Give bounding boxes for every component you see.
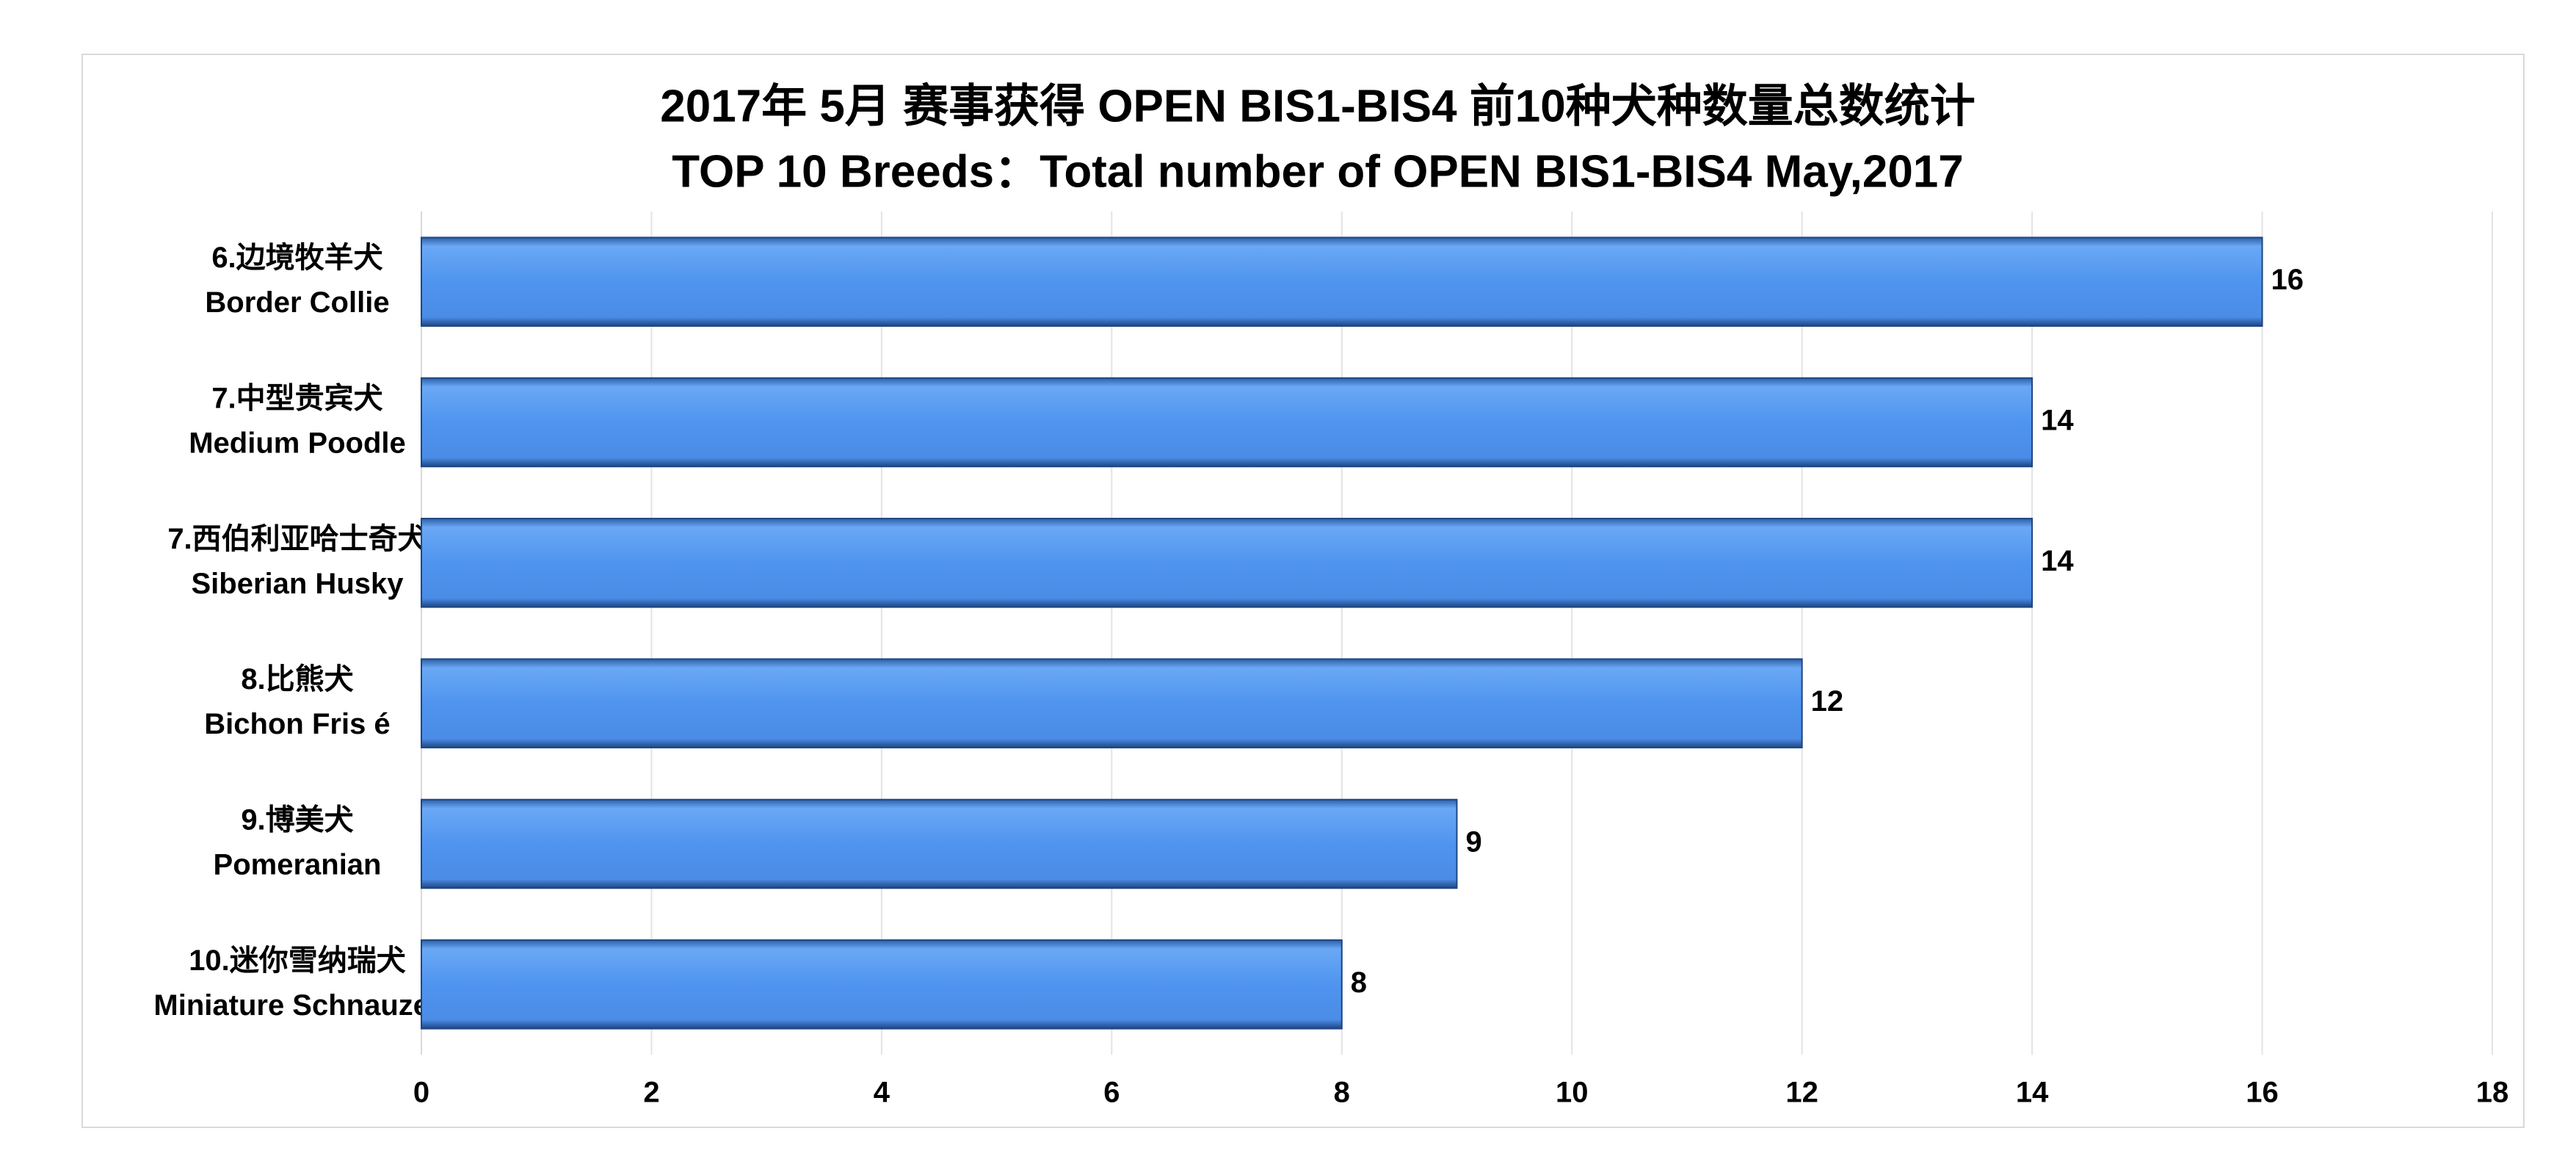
y-tick-label: 7.中型贵宾犬 (211, 383, 382, 415)
y-tick-label: Bichon Fris é (204, 708, 390, 740)
y-tick-label: Pomeranian (214, 849, 382, 881)
value-label: 14 (2041, 405, 2074, 437)
x-tick-label: 6 (1103, 1077, 1120, 1109)
value-label: 14 (2041, 545, 2074, 577)
bar (421, 236, 2263, 327)
value-label: 12 (1811, 685, 1844, 718)
x-tick-label: 0 (413, 1077, 429, 1109)
chart-title: 2017年 5月 赛事获得 OPEN BIS1-BIS4 前10种犬种数量总数统… (660, 81, 1975, 131)
y-tick-label: 7.西伯利亚哈士奇犬 (167, 523, 427, 555)
x-tick-label: 4 (874, 1077, 890, 1109)
x-tick-label: 8 (1334, 1077, 1350, 1109)
bar (421, 798, 1458, 889)
y-tick-label: Border Collie (205, 286, 389, 319)
y-tick-label: 9.博美犬 (241, 804, 353, 837)
y-tick-label: 10.迷你雪纳瑞犬 (189, 944, 406, 977)
bar (421, 658, 1803, 748)
x-tick-label: 10 (1556, 1077, 1589, 1109)
value-label: 16 (2271, 264, 2304, 296)
y-tick-label: Medium Poodle (189, 427, 406, 460)
x-tick-label: 12 (1785, 1077, 1818, 1109)
bar (421, 518, 2033, 608)
x-tick-label: 2 (643, 1077, 659, 1109)
x-tick-label: 14 (2016, 1077, 2049, 1109)
value-label: 9 (1466, 826, 1482, 859)
value-label: 8 (1351, 967, 1367, 999)
y-tick-label: Miniature Schnauzer (153, 989, 440, 1022)
y-tick-label: 6.边境牧羊犬 (211, 242, 382, 274)
bar (421, 939, 1343, 1030)
y-tick-label: 8.比熊犬 (241, 663, 353, 695)
bar (421, 377, 2033, 468)
chart-subtitle: TOP 10 Breeds：Total number of OPEN BIS1-… (672, 146, 1964, 197)
x-tick-label: 18 (2476, 1077, 2509, 1109)
x-tick-label: 16 (2246, 1077, 2279, 1109)
y-tick-label: Siberian Husky (191, 568, 404, 600)
